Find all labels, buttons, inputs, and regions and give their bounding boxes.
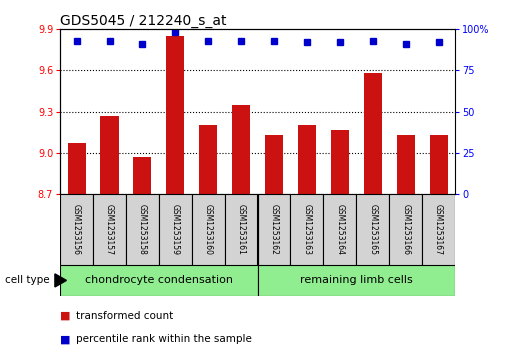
- Text: GSM1253160: GSM1253160: [204, 204, 213, 255]
- Text: cell type: cell type: [5, 276, 50, 285]
- Text: chondrocyte condensation: chondrocyte condensation: [85, 276, 233, 285]
- Text: GSM1253165: GSM1253165: [368, 204, 377, 255]
- Text: ■: ■: [60, 334, 71, 344]
- Bar: [93, 194, 126, 265]
- Bar: [257, 265, 455, 296]
- Bar: [323, 194, 356, 265]
- Bar: [159, 194, 192, 265]
- Bar: [331, 130, 349, 194]
- Bar: [192, 194, 225, 265]
- Bar: [225, 194, 257, 265]
- Bar: [60, 265, 257, 296]
- Bar: [257, 194, 290, 265]
- Text: transformed count: transformed count: [76, 311, 173, 321]
- Text: GSM1253157: GSM1253157: [105, 204, 114, 255]
- Bar: [290, 194, 323, 265]
- Bar: [265, 135, 283, 194]
- Text: GSM1253161: GSM1253161: [236, 204, 246, 255]
- Bar: [422, 194, 455, 265]
- Bar: [100, 116, 119, 194]
- Bar: [363, 73, 382, 194]
- Text: GSM1253158: GSM1253158: [138, 204, 147, 255]
- Bar: [133, 157, 152, 194]
- Text: GSM1253159: GSM1253159: [171, 204, 180, 255]
- Text: percentile rank within the sample: percentile rank within the sample: [76, 334, 252, 344]
- Bar: [232, 105, 250, 194]
- Text: GSM1253166: GSM1253166: [401, 204, 410, 255]
- Bar: [199, 125, 217, 194]
- Bar: [396, 135, 415, 194]
- Bar: [166, 36, 185, 194]
- Text: remaining limb cells: remaining limb cells: [300, 276, 413, 285]
- Text: GSM1253163: GSM1253163: [302, 204, 311, 255]
- Bar: [67, 143, 86, 194]
- Bar: [356, 194, 389, 265]
- Text: GSM1253167: GSM1253167: [434, 204, 443, 255]
- Bar: [126, 194, 159, 265]
- Text: GSM1253156: GSM1253156: [72, 204, 81, 255]
- Text: GSM1253164: GSM1253164: [335, 204, 344, 255]
- Bar: [60, 194, 93, 265]
- Bar: [298, 125, 316, 194]
- Bar: [429, 135, 448, 194]
- Text: GDS5045 / 212240_s_at: GDS5045 / 212240_s_at: [60, 14, 226, 28]
- Bar: [389, 194, 422, 265]
- Text: ■: ■: [60, 311, 71, 321]
- Text: GSM1253162: GSM1253162: [269, 204, 279, 255]
